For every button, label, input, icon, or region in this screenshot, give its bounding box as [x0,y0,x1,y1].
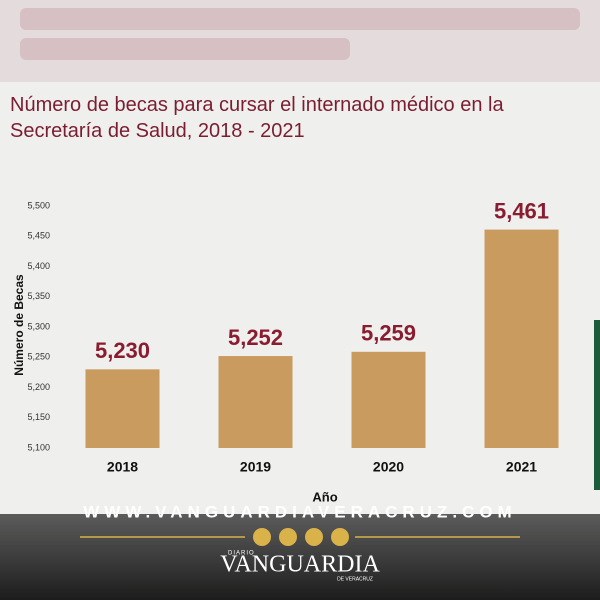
y-tick-label: 5,500 [27,200,50,210]
brand: VANGUARDIA [220,552,380,578]
value-label: 5,461 [494,198,549,223]
y-tick-label: 5,100 [27,442,50,452]
chart-title: Número de becas para cursar el internado… [10,94,504,142]
y-tick-label: 5,150 [27,412,50,422]
brand-bottom: DE VERACRUZ [337,576,373,582]
y-tick-label: 5,250 [27,352,50,362]
edge-bar [594,320,600,490]
twitter-icon[interactable] [305,528,323,546]
brand-top: DIARIO [228,551,255,557]
x-tick-label: 2021 [506,459,537,475]
value-label: 5,252 [228,325,283,350]
x-tick-label: 2020 [373,459,404,475]
footer-band [0,514,600,600]
y-tick-label: 5,300 [27,321,50,331]
facebook-icon[interactable] [279,528,297,546]
blurred-text [20,8,580,30]
bar [218,356,293,448]
whatsapp-icon[interactable] [331,528,349,546]
bar [484,229,559,448]
value-label: 5,230 [95,338,150,363]
x-axis-label: Año [312,489,337,504]
y-axis-label: Número de Becas [12,274,26,376]
x-tick-label: 2019 [240,459,271,475]
x-tick-label: 2018 [107,459,138,475]
y-tick-label: 5,400 [27,261,50,271]
website: WWW.VANGUARDIAVERACRUZ.COM [83,502,516,521]
value-label: 5,259 [361,321,416,346]
bar [351,351,426,448]
y-tick-label: 5,200 [27,382,50,392]
y-tick-label: 5,450 [27,231,50,241]
bar [85,369,160,448]
instagram-icon[interactable] [253,528,271,546]
blurred-text [20,38,350,60]
y-tick-label: 5,350 [27,291,50,301]
